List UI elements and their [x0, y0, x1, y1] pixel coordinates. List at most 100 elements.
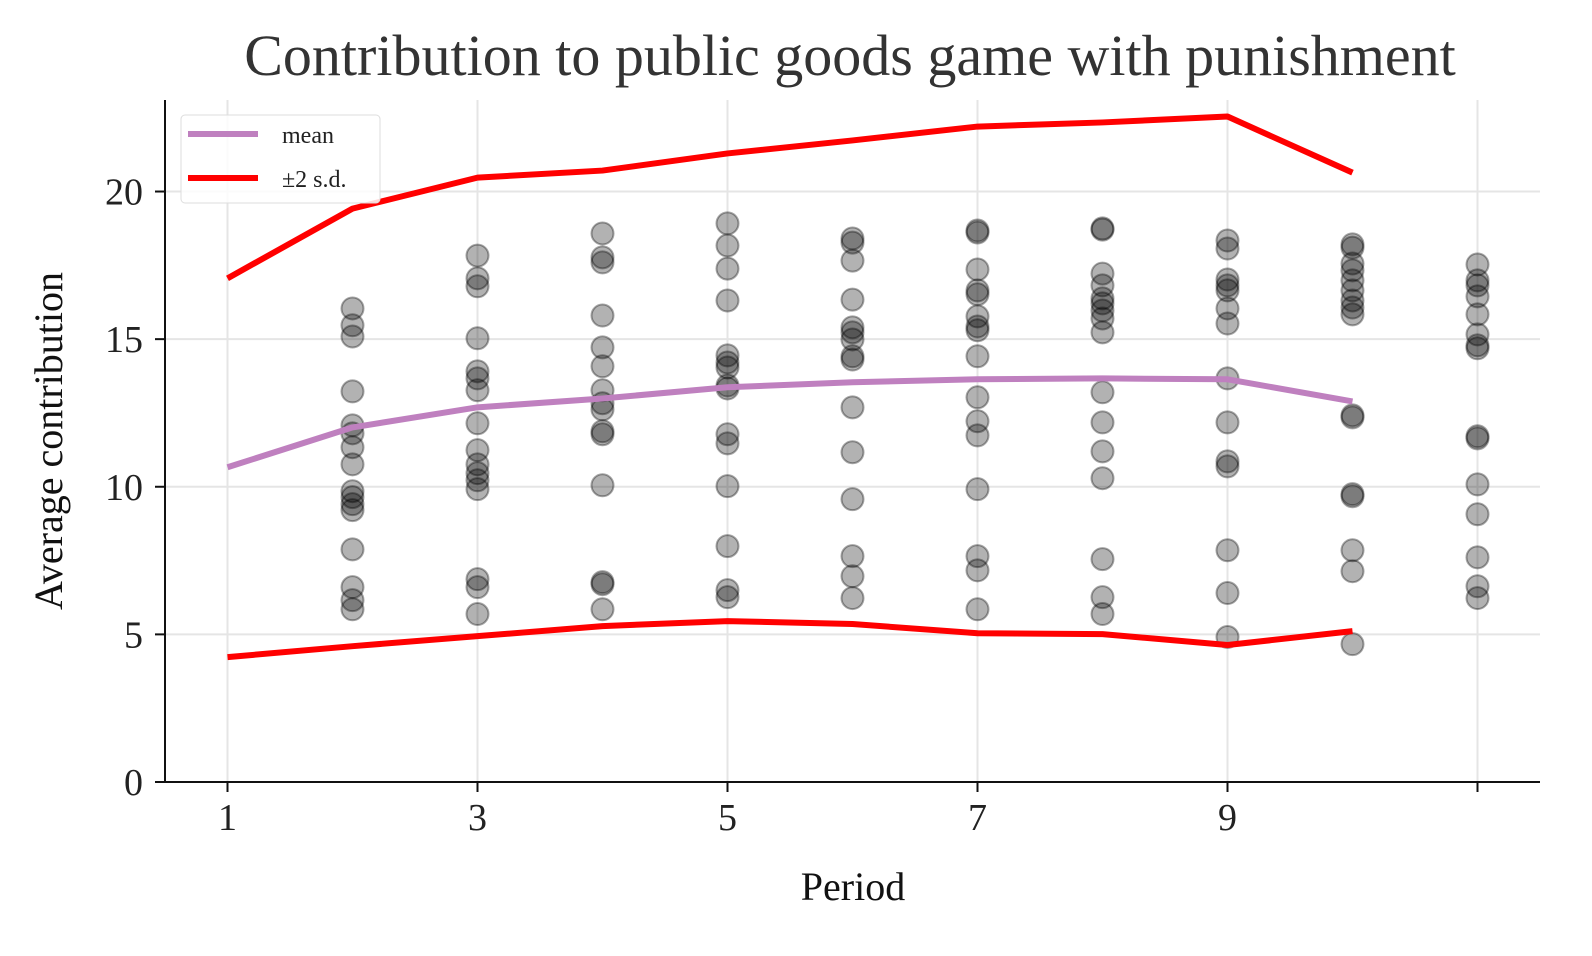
data-point [340, 498, 365, 523]
data-point [965, 558, 990, 583]
scatter-points [340, 211, 1490, 657]
data-point [590, 245, 615, 270]
data-point [1340, 405, 1365, 430]
data-point [465, 477, 490, 502]
data-point [465, 266, 490, 291]
mean-line [226, 375, 1354, 471]
data-point [465, 326, 490, 351]
data-point [965, 409, 990, 434]
data-point [340, 485, 365, 510]
x-tick-label: 1 [218, 797, 237, 839]
data-point [840, 544, 865, 569]
data-point [1340, 302, 1365, 327]
data-point [1215, 454, 1240, 479]
data-point [965, 318, 990, 343]
data-point [840, 287, 865, 312]
data-point [340, 492, 365, 517]
data-point [1340, 251, 1365, 276]
lower-sd-line [227, 618, 1353, 661]
data-point [840, 487, 865, 512]
data-point [965, 220, 990, 245]
data-point [465, 366, 490, 391]
data-point [1465, 273, 1490, 298]
data-point [1340, 484, 1365, 509]
data-point [1340, 232, 1365, 257]
data-point [1465, 336, 1490, 361]
data-point [1090, 602, 1115, 627]
data-point [340, 324, 365, 349]
data-point [840, 248, 865, 273]
data-point [1465, 284, 1490, 309]
data-point [340, 296, 365, 321]
data-point [1465, 574, 1490, 599]
data-point [340, 588, 365, 613]
data-point [1090, 466, 1115, 491]
x-tick-label: 3 [468, 797, 487, 839]
y-tick-label: 0 [124, 762, 143, 804]
data-point [840, 327, 865, 352]
data-point [715, 233, 740, 258]
data-point [965, 257, 990, 282]
data-point [1090, 547, 1115, 572]
x-tick-label: 9 [1218, 797, 1237, 839]
chart-title: Contribution to public goods game with p… [244, 23, 1456, 88]
data-point [590, 354, 615, 379]
x-tick-label: 7 [968, 797, 987, 839]
data-point [590, 422, 615, 447]
data-point [1090, 217, 1115, 242]
data-point [590, 335, 615, 360]
data-point [1215, 581, 1240, 606]
data-point [465, 359, 490, 384]
data-point [840, 344, 865, 369]
data-point [1215, 278, 1240, 303]
data-point [465, 567, 490, 592]
data-point [840, 226, 865, 251]
data-point [1465, 472, 1490, 497]
data-point [1340, 538, 1365, 563]
data-point [590, 419, 615, 444]
data-point [1215, 296, 1240, 321]
data-point [465, 575, 490, 600]
data-point [965, 344, 990, 369]
data-point [1090, 261, 1115, 286]
data-point [1090, 298, 1115, 323]
data-point [840, 440, 865, 465]
data-point [1090, 320, 1115, 345]
legend-sd-label: ±2 s.d. [282, 167, 347, 193]
data-point [465, 461, 490, 486]
data-point [1465, 502, 1490, 527]
data-point [1090, 439, 1115, 464]
data-point [715, 585, 740, 610]
y-tick-label: 15 [105, 319, 143, 361]
data-point [715, 211, 740, 236]
data-point [340, 575, 365, 600]
data-point [590, 473, 615, 498]
data-point [840, 586, 865, 611]
data-point [1215, 228, 1240, 253]
data-point [1340, 258, 1365, 283]
data-point [1340, 268, 1365, 293]
data-point [715, 474, 740, 499]
data-point [1215, 410, 1240, 435]
data-point [465, 468, 490, 493]
data-point [465, 602, 490, 627]
data-point [1340, 482, 1365, 507]
data-point [340, 479, 365, 504]
data-point [840, 315, 865, 340]
data-point [715, 355, 740, 380]
data-point [1090, 306, 1115, 331]
upper-sd-line [226, 113, 1354, 281]
data-point [465, 438, 490, 463]
data-point [340, 313, 365, 338]
y-tick-label: 5 [124, 614, 143, 656]
data-point [465, 378, 490, 403]
data-point [965, 544, 990, 569]
data-point [965, 423, 990, 448]
x-axis-label: Period [801, 864, 905, 909]
data-point [1090, 286, 1115, 311]
data-point [965, 385, 990, 410]
data-point [1340, 288, 1365, 313]
data-point [340, 537, 365, 562]
data-point [1465, 545, 1490, 570]
data-point [965, 597, 990, 622]
